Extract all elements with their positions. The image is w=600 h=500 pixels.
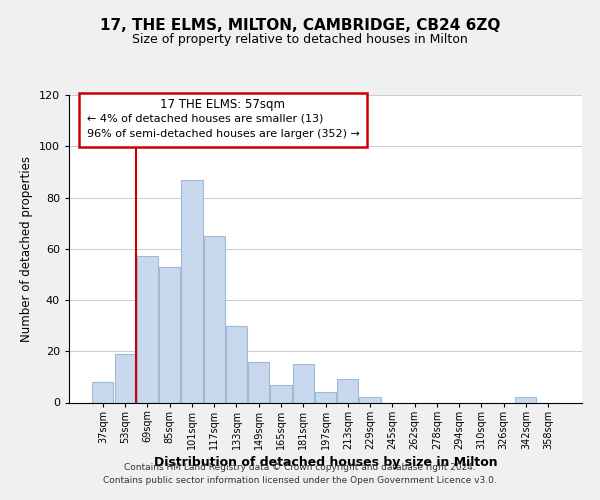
Text: 96% of semi-detached houses are larger (352) →: 96% of semi-detached houses are larger (… bbox=[87, 129, 360, 139]
Bar bbox=[248, 362, 269, 403]
Bar bbox=[203, 236, 225, 402]
Bar bbox=[515, 398, 536, 402]
Y-axis label: Number of detached properties: Number of detached properties bbox=[20, 156, 33, 342]
Bar bbox=[337, 380, 358, 402]
Text: 17, THE ELMS, MILTON, CAMBRIDGE, CB24 6ZQ: 17, THE ELMS, MILTON, CAMBRIDGE, CB24 6Z… bbox=[100, 18, 500, 32]
Bar bbox=[137, 256, 158, 402]
Bar bbox=[159, 266, 180, 402]
Bar bbox=[226, 326, 247, 402]
Bar bbox=[271, 384, 292, 402]
FancyBboxPatch shape bbox=[79, 94, 367, 148]
X-axis label: Distribution of detached houses by size in Milton: Distribution of detached houses by size … bbox=[154, 456, 497, 469]
Bar bbox=[293, 364, 314, 403]
Text: Contains HM Land Registry data © Crown copyright and database right 2024.: Contains HM Land Registry data © Crown c… bbox=[124, 464, 476, 472]
Bar bbox=[92, 382, 113, 402]
Bar bbox=[315, 392, 336, 402]
Text: Size of property relative to detached houses in Milton: Size of property relative to detached ho… bbox=[132, 32, 468, 46]
Text: Contains public sector information licensed under the Open Government Licence v3: Contains public sector information licen… bbox=[103, 476, 497, 485]
Bar bbox=[115, 354, 136, 403]
Text: 17 THE ELMS: 57sqm: 17 THE ELMS: 57sqm bbox=[160, 98, 286, 111]
Bar bbox=[359, 398, 380, 402]
Bar bbox=[181, 180, 203, 402]
Text: ← 4% of detached houses are smaller (13): ← 4% of detached houses are smaller (13) bbox=[87, 114, 323, 124]
